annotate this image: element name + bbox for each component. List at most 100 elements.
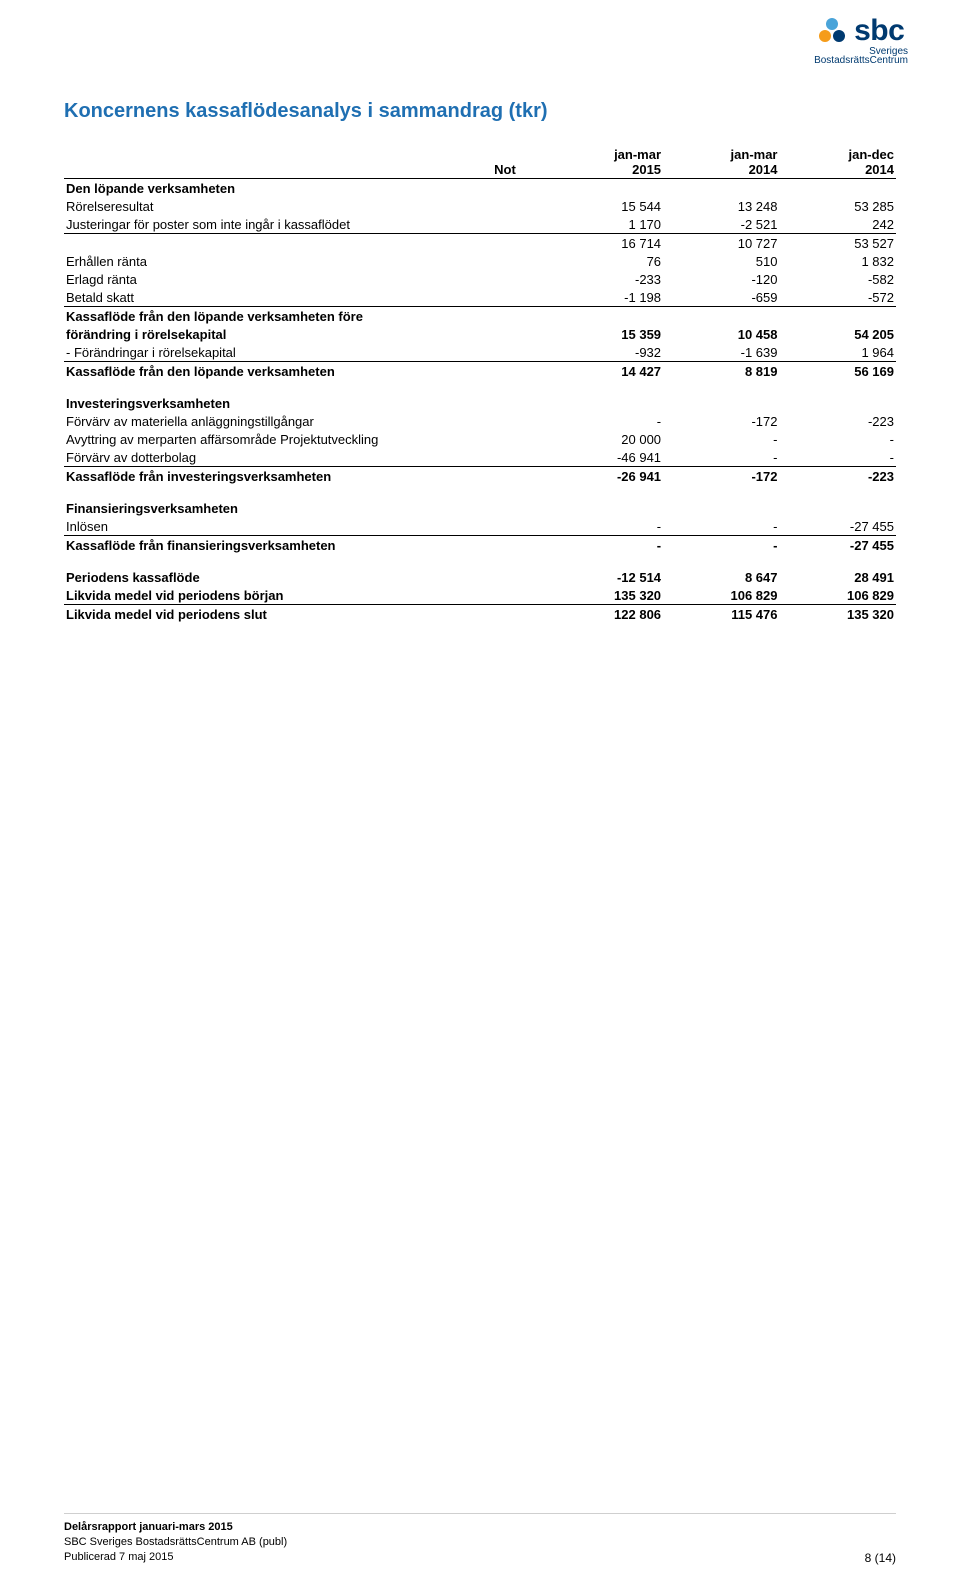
row-not — [463, 197, 546, 215]
row-label: Erlagd ränta — [64, 270, 463, 288]
logo-icon — [814, 16, 850, 46]
row-col-2: 10 458 — [663, 325, 779, 343]
table-row: Rörelseresultat15 54413 24853 285 — [64, 197, 896, 215]
row-label: Likvida medel vid periodens början — [64, 586, 463, 605]
row-not — [463, 467, 546, 486]
row-label: Den löpande verksamheten — [64, 179, 463, 198]
row-col-1: 15 544 — [547, 197, 663, 215]
row-col-3: -223 — [780, 412, 897, 430]
table-row: Investeringsverksamheten — [64, 394, 896, 412]
row-label: Erhållen ränta — [64, 252, 463, 270]
row-label: Inlösen — [64, 517, 463, 536]
row-col-1: -12 514 — [547, 568, 663, 586]
row-not — [463, 234, 546, 253]
row-col-3: 56 169 — [780, 362, 897, 381]
row-col-2: - — [663, 517, 779, 536]
row-col-1: -26 941 — [547, 467, 663, 486]
col-label-header — [64, 145, 463, 179]
page-footer: Delårsrapport januari-mars 2015 SBC Sver… — [64, 1513, 896, 1565]
row-not — [463, 412, 546, 430]
row-col-3: 53 285 — [780, 197, 897, 215]
row-label: Betald skatt — [64, 288, 463, 307]
row-col-2: - — [663, 536, 779, 555]
logo-subtitle-2: BostadsrättsCentrum — [814, 55, 908, 66]
row-col-3: 242 — [780, 215, 897, 234]
row-col-1: 135 320 — [547, 586, 663, 605]
row-not — [463, 499, 546, 517]
row-col-1: 122 806 — [547, 605, 663, 624]
row-col-1: -932 — [547, 343, 663, 362]
table-row: Kassaflöde från finansieringsverksamhete… — [64, 536, 896, 555]
row-col-3: - — [780, 448, 897, 467]
row-col-2: -120 — [663, 270, 779, 288]
table-row: Avyttring av merparten affärsområde Proj… — [64, 430, 896, 448]
footer-line-1: SBC Sveriges BostadsrättsCentrum AB (pub… — [64, 1535, 287, 1550]
row-label: Kassaflöde från finansieringsverksamhete… — [64, 536, 463, 555]
table-row: - Förändringar i rörelsekapital-932-1 63… — [64, 343, 896, 362]
col-not-header: Not — [463, 145, 546, 179]
row-col-1 — [547, 394, 663, 412]
row-not — [463, 288, 546, 307]
row-col-3: -572 — [780, 288, 897, 307]
row-col-2: 8 819 — [663, 362, 779, 381]
row-not — [463, 179, 546, 198]
row-label: Kassaflöde från den löpande verksamheten… — [64, 307, 463, 326]
row-label: Justeringar för poster som inte ingår i … — [64, 215, 463, 234]
row-col-2: - — [663, 430, 779, 448]
row-not — [463, 430, 546, 448]
table-row — [64, 380, 896, 394]
row-label: Likvida medel vid periodens slut — [64, 605, 463, 624]
table-row: Erlagd ränta-233-120-582 — [64, 270, 896, 288]
row-col-2: - — [663, 448, 779, 467]
row-not — [463, 448, 546, 467]
row-col-2 — [663, 307, 779, 326]
table-row: Kassaflöde från investeringsverksamheten… — [64, 467, 896, 486]
row-col-1 — [547, 307, 663, 326]
row-label: Förvärv av dotterbolag — [64, 448, 463, 467]
table-row: Den löpande verksamheten — [64, 179, 896, 198]
footer-line-2: Publicerad 7 maj 2015 — [64, 1550, 287, 1565]
row-col-3: 106 829 — [780, 586, 897, 605]
row-col-3 — [780, 499, 897, 517]
row-col-1 — [547, 499, 663, 517]
row-not — [463, 568, 546, 586]
row-col-2 — [663, 394, 779, 412]
row-col-3: 28 491 — [780, 568, 897, 586]
row-col-3 — [780, 394, 897, 412]
row-not — [463, 362, 546, 381]
table-row: Förvärv av materiella anläggningstillgån… — [64, 412, 896, 430]
row-col-3: 135 320 — [780, 605, 897, 624]
row-col-1: 16 714 — [547, 234, 663, 253]
col-3-header: jan-dec2014 — [780, 145, 897, 179]
row-col-2: 13 248 — [663, 197, 779, 215]
row-label: Investeringsverksamheten — [64, 394, 463, 412]
row-col-2: 106 829 — [663, 586, 779, 605]
row-not — [463, 605, 546, 624]
brand-logo: sbc Sveriges BostadsrättsCentrum — [814, 14, 908, 68]
row-label: - Förändringar i rörelsekapital — [64, 343, 463, 362]
footer-title: Delårsrapport januari-mars 2015 — [64, 1520, 287, 1535]
row-not — [463, 270, 546, 288]
table-row: Justeringar för poster som inte ingår i … — [64, 215, 896, 234]
row-col-3: -223 — [780, 467, 897, 486]
row-col-1: -1 198 — [547, 288, 663, 307]
row-col-2: 115 476 — [663, 605, 779, 624]
row-col-1: 1 170 — [547, 215, 663, 234]
table-row: 16 71410 72753 527 — [64, 234, 896, 253]
row-label — [64, 234, 463, 253]
table-row: Erhållen ränta765101 832 — [64, 252, 896, 270]
table-row: Finansieringsverksamheten — [64, 499, 896, 517]
row-col-1: 15 359 — [547, 325, 663, 343]
row-col-3 — [780, 179, 897, 198]
row-label: Periodens kassaflöde — [64, 568, 463, 586]
row-col-2: 10 727 — [663, 234, 779, 253]
table-row: Likvida medel vid periodens slut122 8061… — [64, 605, 896, 624]
row-col-3: 53 527 — [780, 234, 897, 253]
row-col-3: -27 455 — [780, 536, 897, 555]
table-row: Betald skatt-1 198-659-572 — [64, 288, 896, 307]
row-col-3 — [780, 307, 897, 326]
row-col-2: -172 — [663, 467, 779, 486]
cashflow-table: Not jan-mar2015 jan-mar2014 jan-dec2014 … — [64, 145, 896, 623]
row-col-1: -233 — [547, 270, 663, 288]
row-label: Förvärv av materiella anläggningstillgån… — [64, 412, 463, 430]
